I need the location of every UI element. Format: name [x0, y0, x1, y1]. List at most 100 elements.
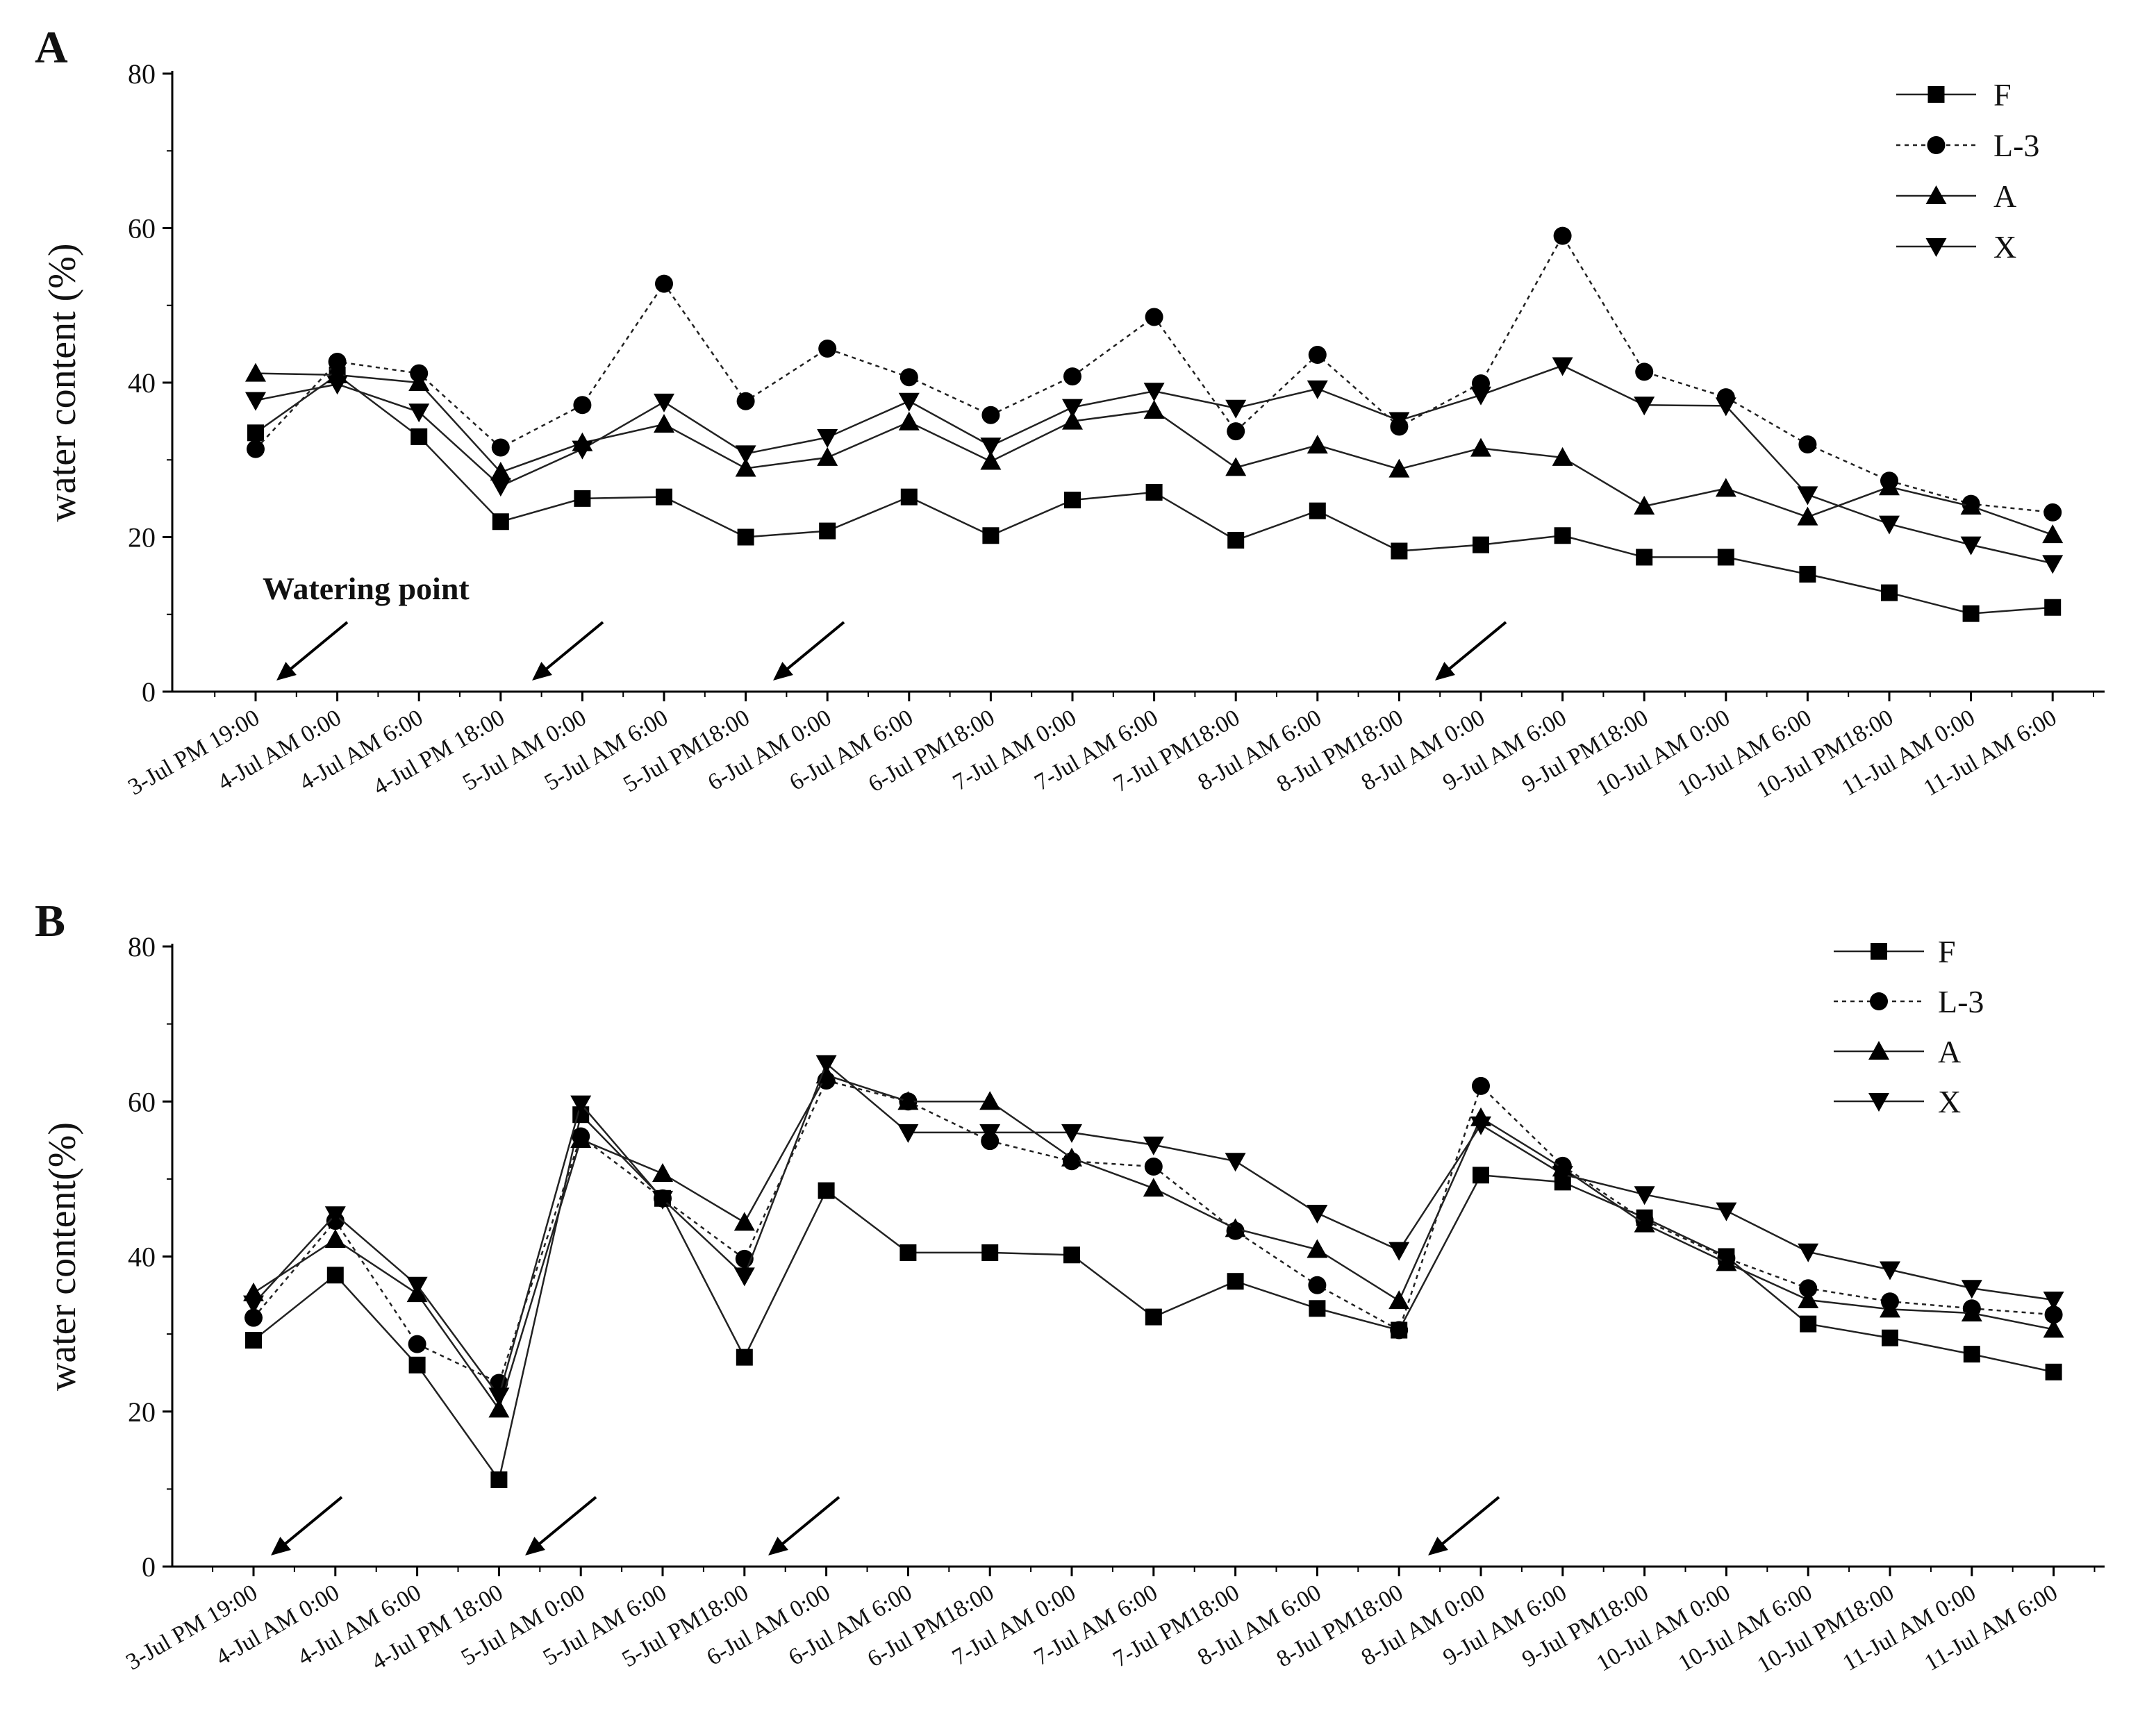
data-point-a [2042, 524, 2064, 544]
data-point-a [979, 1091, 1001, 1110]
data-point-x [1061, 1124, 1082, 1143]
data-point-l-3 [491, 438, 510, 457]
data-point-f [1309, 502, 1326, 519]
data-point-x [490, 478, 511, 497]
data-point-x [1715, 397, 1736, 417]
watering-arrow-head [532, 662, 552, 681]
data-point-l-3 [1635, 362, 1654, 381]
data-point-f [899, 1244, 917, 1261]
data-point-f [982, 527, 1000, 544]
series-line-l-3 [253, 1079, 2054, 1385]
watering-arrow-head [271, 1537, 291, 1555]
data-point-f [1717, 549, 1734, 566]
panel-letter: A [35, 22, 68, 73]
legend-marker-f [1927, 86, 1945, 103]
data-point-l-3 [1390, 1321, 1409, 1339]
watering-arrow-shaft [276, 1496, 343, 1551]
y-tick-label: 20 [128, 1396, 156, 1428]
data-point-a [245, 362, 266, 382]
data-point-a [980, 451, 1002, 470]
data-point-x [2043, 1292, 2064, 1311]
legend-marker-x [1868, 1093, 1889, 1112]
data-point-x [897, 1124, 919, 1143]
data-point-l-3 [247, 440, 265, 458]
data-point-x [1307, 380, 1328, 399]
data-point-f [1882, 1329, 1898, 1346]
data-point-f [1063, 1246, 1080, 1264]
data-point-l-3 [1553, 226, 1572, 245]
legend-marker-a [1925, 185, 1947, 204]
data-point-a [1307, 1239, 1328, 1258]
data-point-a [570, 1128, 592, 1148]
data-point-a [897, 1091, 919, 1110]
data-point-f [247, 424, 264, 442]
data-point-f [1064, 492, 1081, 509]
data-point-x [1062, 399, 1083, 418]
data-point-f [1309, 1300, 1326, 1317]
data-point-l-3 [408, 1335, 426, 1353]
data-point-a [1143, 1178, 1164, 1197]
data-point-a [2043, 1319, 2064, 1338]
data-point-a [652, 1163, 673, 1183]
data-point-x [979, 1124, 1001, 1143]
data-point-f [1473, 1167, 1489, 1184]
watering-arrow-shaft [538, 621, 604, 676]
data-point-l-3 [1144, 1158, 1163, 1176]
data-point-l-3 [736, 392, 755, 410]
data-point-x [817, 428, 838, 448]
data-point-a [1879, 476, 1900, 496]
data-point-f [492, 513, 509, 531]
legend-label-f: F [1993, 77, 2012, 112]
y-tick-label: 40 [128, 1242, 156, 1273]
y-tick-label: 80 [128, 58, 156, 90]
y-tick-label: 0 [142, 1551, 156, 1583]
data-point-a [1470, 437, 1491, 457]
data-point-x [1880, 1261, 1900, 1280]
data-point-a [654, 414, 674, 433]
data-point-f [574, 490, 591, 507]
data-point-x [1225, 399, 1247, 419]
legend-marker-f [1871, 943, 1887, 960]
y-axis-title: water content (%) [41, 243, 84, 521]
x-tick-label: 10-Jul PM18:00 [1752, 705, 1898, 803]
legend-label-x: X [1993, 229, 2016, 265]
data-point-x [735, 445, 756, 465]
data-point-f [981, 1244, 999, 1261]
series-line-x [253, 1062, 2054, 1399]
y-tick-label: 80 [128, 931, 156, 962]
data-point-x [1797, 486, 1818, 506]
data-point-x [1388, 1242, 1410, 1261]
data-point-x [1798, 1243, 1819, 1262]
watering-point-annotation: Watering point [263, 571, 470, 606]
data-point-f [1800, 1315, 1817, 1333]
data-point-a [735, 458, 756, 477]
data-point-l-3 [328, 352, 347, 371]
data-point-f [736, 1349, 753, 1366]
legend-marker-l-3 [1870, 992, 1888, 1010]
data-point-x [243, 1295, 264, 1314]
data-point-f [245, 1332, 262, 1349]
data-point-a [898, 411, 920, 431]
data-point-a [1880, 1299, 1900, 1318]
data-point-x [1716, 1202, 1737, 1221]
legend-marker-a [1868, 1041, 1889, 1060]
data-point-l-3 [573, 396, 592, 415]
legend-marker-x [1925, 238, 1947, 257]
data-point-f [1227, 1273, 1244, 1290]
data-point-x [1307, 1204, 1328, 1224]
legend-label-l-3: L-3 [1993, 128, 2039, 163]
watering-arrow-shaft [774, 1496, 840, 1551]
data-point-f [818, 1182, 835, 1199]
watering-arrow-head [773, 662, 793, 681]
data-point-f [1227, 531, 1245, 549]
data-point-a [408, 372, 430, 391]
data-point-f [1881, 584, 1898, 601]
data-point-a [1634, 496, 1655, 515]
data-point-a [1225, 457, 1247, 476]
data-point-f [1636, 549, 1653, 566]
data-point-a [1960, 496, 1982, 515]
data-point-x [1143, 383, 1165, 402]
data-point-x [1225, 1153, 1246, 1172]
data-point-a [324, 1228, 346, 1248]
